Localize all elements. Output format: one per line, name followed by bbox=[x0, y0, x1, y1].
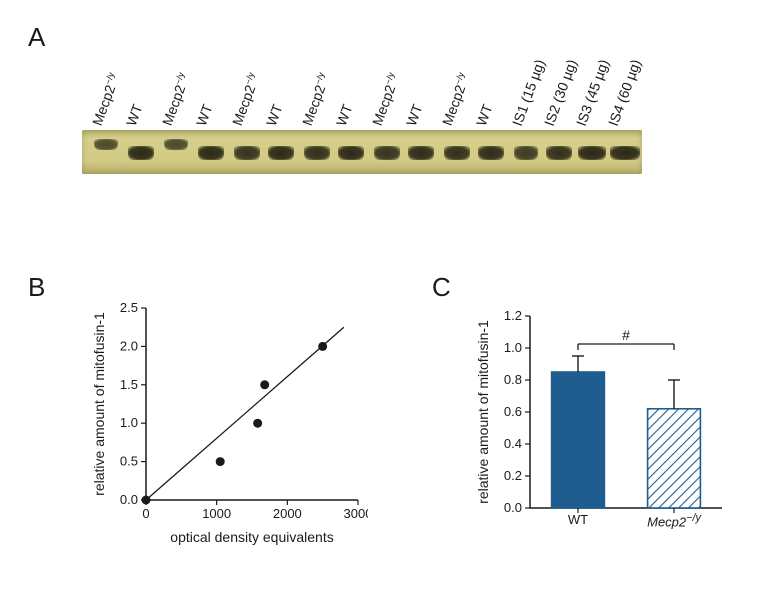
svg-text:0.5: 0.5 bbox=[120, 454, 138, 469]
lane-label: IS4 (60 µg) bbox=[605, 57, 644, 128]
lane-label: Mecp2−/y bbox=[88, 71, 122, 128]
band bbox=[338, 146, 364, 160]
band bbox=[578, 146, 606, 160]
scatter-svg: 0.0 0.5 1.0 1.5 2.0 2.5 0 1000 2000 3000 optical d… bbox=[88, 298, 368, 548]
svg-text:2000: 2000 bbox=[273, 506, 302, 521]
svg-text:1.2: 1.2 bbox=[504, 308, 522, 323]
band bbox=[234, 146, 260, 160]
svg-text:optical density equivalents: optical density equivalents bbox=[170, 529, 333, 545]
band bbox=[408, 146, 434, 160]
band bbox=[478, 146, 504, 160]
lane-label: WT bbox=[123, 102, 145, 128]
lane-label: Mecp2−/y bbox=[368, 71, 402, 128]
band bbox=[546, 146, 572, 160]
blot-strip bbox=[82, 130, 642, 174]
lane-label: WT bbox=[403, 102, 425, 128]
bar-chart: 0.0 0.2 0.4 0.6 0.8 1.0 1.2 relative amount of … bbox=[472, 298, 732, 548]
bar-svg: 0.0 0.2 0.4 0.6 0.8 1.0 1.2 relative amount of … bbox=[472, 298, 732, 548]
svg-text:0.0: 0.0 bbox=[504, 500, 522, 515]
band bbox=[610, 146, 640, 160]
svg-text:0.4: 0.4 bbox=[504, 436, 522, 451]
band bbox=[514, 146, 538, 160]
svg-text:3000: 3000 bbox=[344, 506, 368, 521]
band bbox=[444, 146, 470, 160]
scatter-chart: 0.0 0.5 1.0 1.5 2.0 2.5 0 1000 2000 3000 optical d… bbox=[88, 298, 368, 548]
svg-text:relative amount of mitofusin-1: relative amount of mitofusin-1 bbox=[475, 320, 491, 504]
svg-text:2.0: 2.0 bbox=[120, 338, 138, 353]
lane-label: Mecp2−/y bbox=[438, 71, 472, 128]
lane-labels: Mecp2−/yWTMecp2−/yWTMecp2−/yWTMecp2−/yWT… bbox=[82, 18, 642, 128]
lane-label: WT bbox=[473, 102, 495, 128]
lane-label: WT bbox=[193, 102, 215, 128]
svg-text:1000: 1000 bbox=[202, 506, 231, 521]
lane-label: Mecp2−/y bbox=[298, 71, 332, 128]
band bbox=[374, 146, 400, 160]
svg-text:1.0: 1.0 bbox=[120, 415, 138, 430]
band bbox=[198, 146, 224, 160]
panel-label-a: A bbox=[28, 22, 45, 53]
svg-text:2.5: 2.5 bbox=[120, 300, 138, 315]
lane-label: WT bbox=[263, 102, 285, 128]
panel-label-c: C bbox=[432, 272, 451, 303]
svg-text:1.0: 1.0 bbox=[504, 340, 522, 355]
svg-text:#: # bbox=[622, 327, 630, 343]
svg-text:0.2: 0.2 bbox=[504, 468, 522, 483]
lane-label: WT bbox=[333, 102, 355, 128]
western-blot: Mecp2−/yWTMecp2−/yWTMecp2−/yWTMecp2−/yWT… bbox=[82, 18, 642, 174]
band bbox=[94, 139, 118, 150]
lane-label: Mecp2−/y bbox=[158, 71, 192, 128]
svg-text:0.0: 0.0 bbox=[120, 492, 138, 507]
svg-text:1.5: 1.5 bbox=[120, 377, 138, 392]
svg-text:0: 0 bbox=[142, 506, 149, 521]
band bbox=[128, 146, 154, 160]
lane-label: Mecp2−/y bbox=[228, 71, 262, 128]
band bbox=[304, 146, 330, 160]
band bbox=[268, 146, 294, 160]
svg-text:0.6: 0.6 bbox=[504, 404, 522, 419]
svg-text:0.8: 0.8 bbox=[504, 372, 522, 387]
band bbox=[164, 139, 188, 150]
svg-text:relative amount of mitofusin-1: relative amount of mitofusin-1 bbox=[91, 312, 107, 496]
panel-label-b: B bbox=[28, 272, 45, 303]
